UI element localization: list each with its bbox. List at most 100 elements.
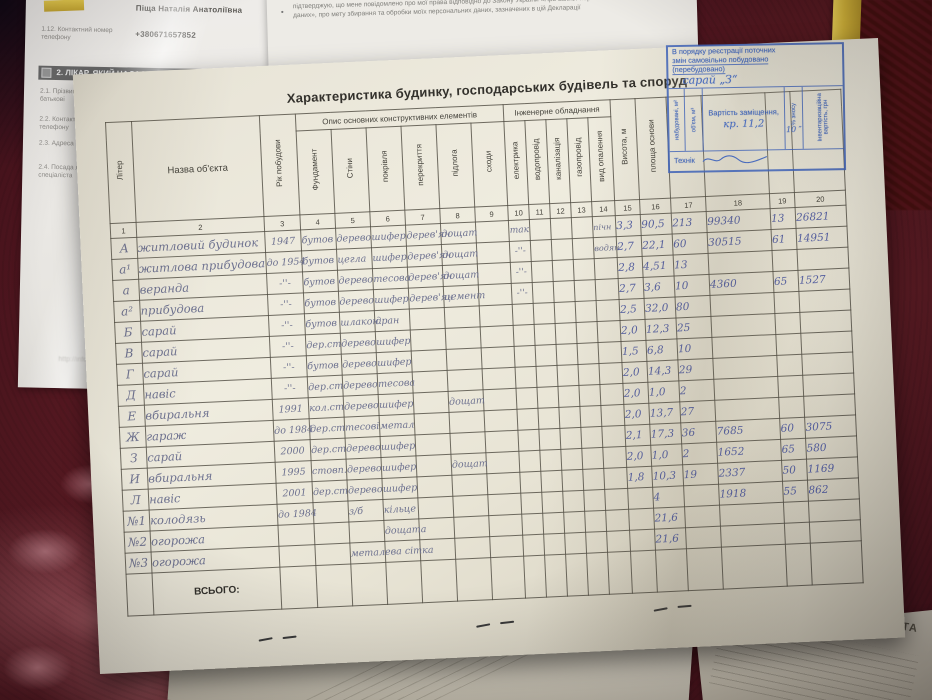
cell-year: до 1984 bbox=[277, 502, 317, 526]
cell-inv bbox=[797, 247, 849, 271]
cell-cost: 4360 bbox=[709, 271, 774, 296]
cell-cost: 2337 bbox=[717, 460, 783, 485]
cell-floor bbox=[449, 431, 486, 455]
cell-height bbox=[629, 529, 656, 552]
cell-inv: 862 bbox=[807, 477, 860, 502]
cell-stairs bbox=[489, 535, 524, 558]
signature-squiggle bbox=[702, 155, 768, 164]
column-number: 8 bbox=[439, 206, 476, 224]
column-header-ceiling: перекриття bbox=[400, 124, 440, 211]
column-number: 13 bbox=[570, 201, 593, 218]
cell-elec bbox=[517, 429, 540, 452]
cell-floor: дощат bbox=[441, 242, 479, 266]
cell-inv: 26821 bbox=[795, 205, 848, 229]
cell-found: бутов bbox=[302, 270, 339, 293]
cell-ceil bbox=[414, 412, 450, 435]
stamp-col-volume: об'єм, м³ bbox=[684, 88, 704, 152]
cell-sewer bbox=[561, 469, 584, 492]
cell-water bbox=[535, 344, 558, 367]
cell-gas bbox=[580, 426, 603, 449]
cell-roof: тесова bbox=[372, 267, 410, 290]
cell-walls: шлакон. bbox=[339, 310, 382, 334]
cell-gas bbox=[586, 552, 610, 596]
cell-floor: дощат bbox=[442, 263, 479, 287]
cell-found: дер.ст bbox=[307, 375, 344, 398]
cell-ceil bbox=[410, 328, 447, 352]
cell-heat: пічн bbox=[592, 215, 617, 238]
cell-gas bbox=[572, 237, 595, 260]
cell-ceil bbox=[411, 349, 448, 373]
cell-ceil bbox=[420, 559, 458, 603]
cell-floor bbox=[451, 473, 488, 497]
cell-stairs bbox=[475, 220, 510, 243]
cell-found: дер.ст bbox=[309, 417, 345, 440]
cell-vol: 27 bbox=[679, 400, 716, 423]
cell-year: до 1954 bbox=[265, 250, 306, 274]
cell-cost bbox=[708, 250, 774, 275]
cell-wear: 61 bbox=[771, 228, 798, 251]
cell-gas bbox=[578, 363, 600, 386]
cell-wear bbox=[774, 312, 801, 335]
cell-roof: шифер bbox=[378, 392, 415, 416]
cell-ceil: дерев'ян bbox=[405, 223, 451, 247]
cell-floor bbox=[452, 494, 489, 518]
cell-stairs bbox=[484, 430, 519, 453]
cell-stairs bbox=[485, 451, 520, 474]
cell-walls: дерево bbox=[346, 478, 383, 502]
cell-year: -''- bbox=[268, 313, 306, 337]
cell-inv bbox=[810, 540, 864, 586]
cell-height: 2,7 bbox=[618, 277, 645, 300]
cell-floor bbox=[455, 557, 493, 602]
cell-wear bbox=[777, 375, 804, 398]
cell-water bbox=[533, 302, 556, 325]
cell-gas bbox=[571, 216, 594, 239]
cell-area: 21,6 bbox=[654, 527, 687, 551]
cell-water bbox=[531, 260, 554, 283]
cell-heat bbox=[596, 299, 621, 322]
cell-ceil bbox=[413, 391, 450, 414]
cell-sewer bbox=[559, 427, 582, 450]
cell-liter: В bbox=[115, 342, 143, 365]
cell-liter: №1 bbox=[123, 510, 151, 533]
cell-ceil bbox=[415, 454, 452, 477]
cell-sewer bbox=[564, 532, 587, 555]
cell-heat bbox=[598, 341, 622, 364]
cell-cost: 1652 bbox=[716, 439, 782, 464]
cell-vol bbox=[684, 505, 721, 528]
cell-walls: дерево bbox=[341, 352, 378, 376]
cell-found bbox=[313, 522, 350, 545]
cell-water bbox=[529, 218, 552, 241]
cell-walls: дерево bbox=[335, 226, 372, 250]
cell-heat bbox=[600, 404, 625, 427]
cell-heat bbox=[607, 551, 633, 595]
cell-heat bbox=[604, 488, 629, 511]
cell-found bbox=[314, 543, 351, 566]
cell-water bbox=[537, 386, 559, 409]
cell-roof: шифер bbox=[370, 225, 407, 248]
cell-area: 4 bbox=[652, 485, 685, 509]
cell-height bbox=[630, 550, 658, 594]
technical-passport-sheet: Характеристика будинку, господарських бу… bbox=[72, 38, 906, 674]
cell-wear bbox=[785, 543, 813, 587]
cell-water bbox=[542, 512, 565, 535]
cell-year: -''- bbox=[270, 355, 308, 379]
cell-found: дер.ст bbox=[310, 438, 346, 461]
cell-gas bbox=[581, 447, 604, 470]
staple-mark bbox=[500, 620, 515, 625]
cell-inv bbox=[808, 498, 861, 523]
cell-sewer bbox=[560, 448, 583, 471]
cell-year: 1991 bbox=[272, 397, 310, 421]
cell-area: 22,1 bbox=[641, 234, 674, 257]
cell-sewer bbox=[551, 238, 574, 261]
stamp-technician-label: Технік bbox=[673, 155, 696, 165]
cell-inv bbox=[803, 393, 856, 418]
cell-inv bbox=[799, 310, 852, 334]
cell-ceil bbox=[416, 475, 453, 498]
column-number: 14 bbox=[591, 200, 616, 217]
cell-area: 4,51 bbox=[642, 255, 675, 278]
cell-cost: 7685 bbox=[715, 418, 781, 443]
cell-ceil bbox=[417, 496, 454, 519]
cell-heat: водян bbox=[593, 236, 620, 259]
cell-stairs bbox=[487, 493, 522, 516]
